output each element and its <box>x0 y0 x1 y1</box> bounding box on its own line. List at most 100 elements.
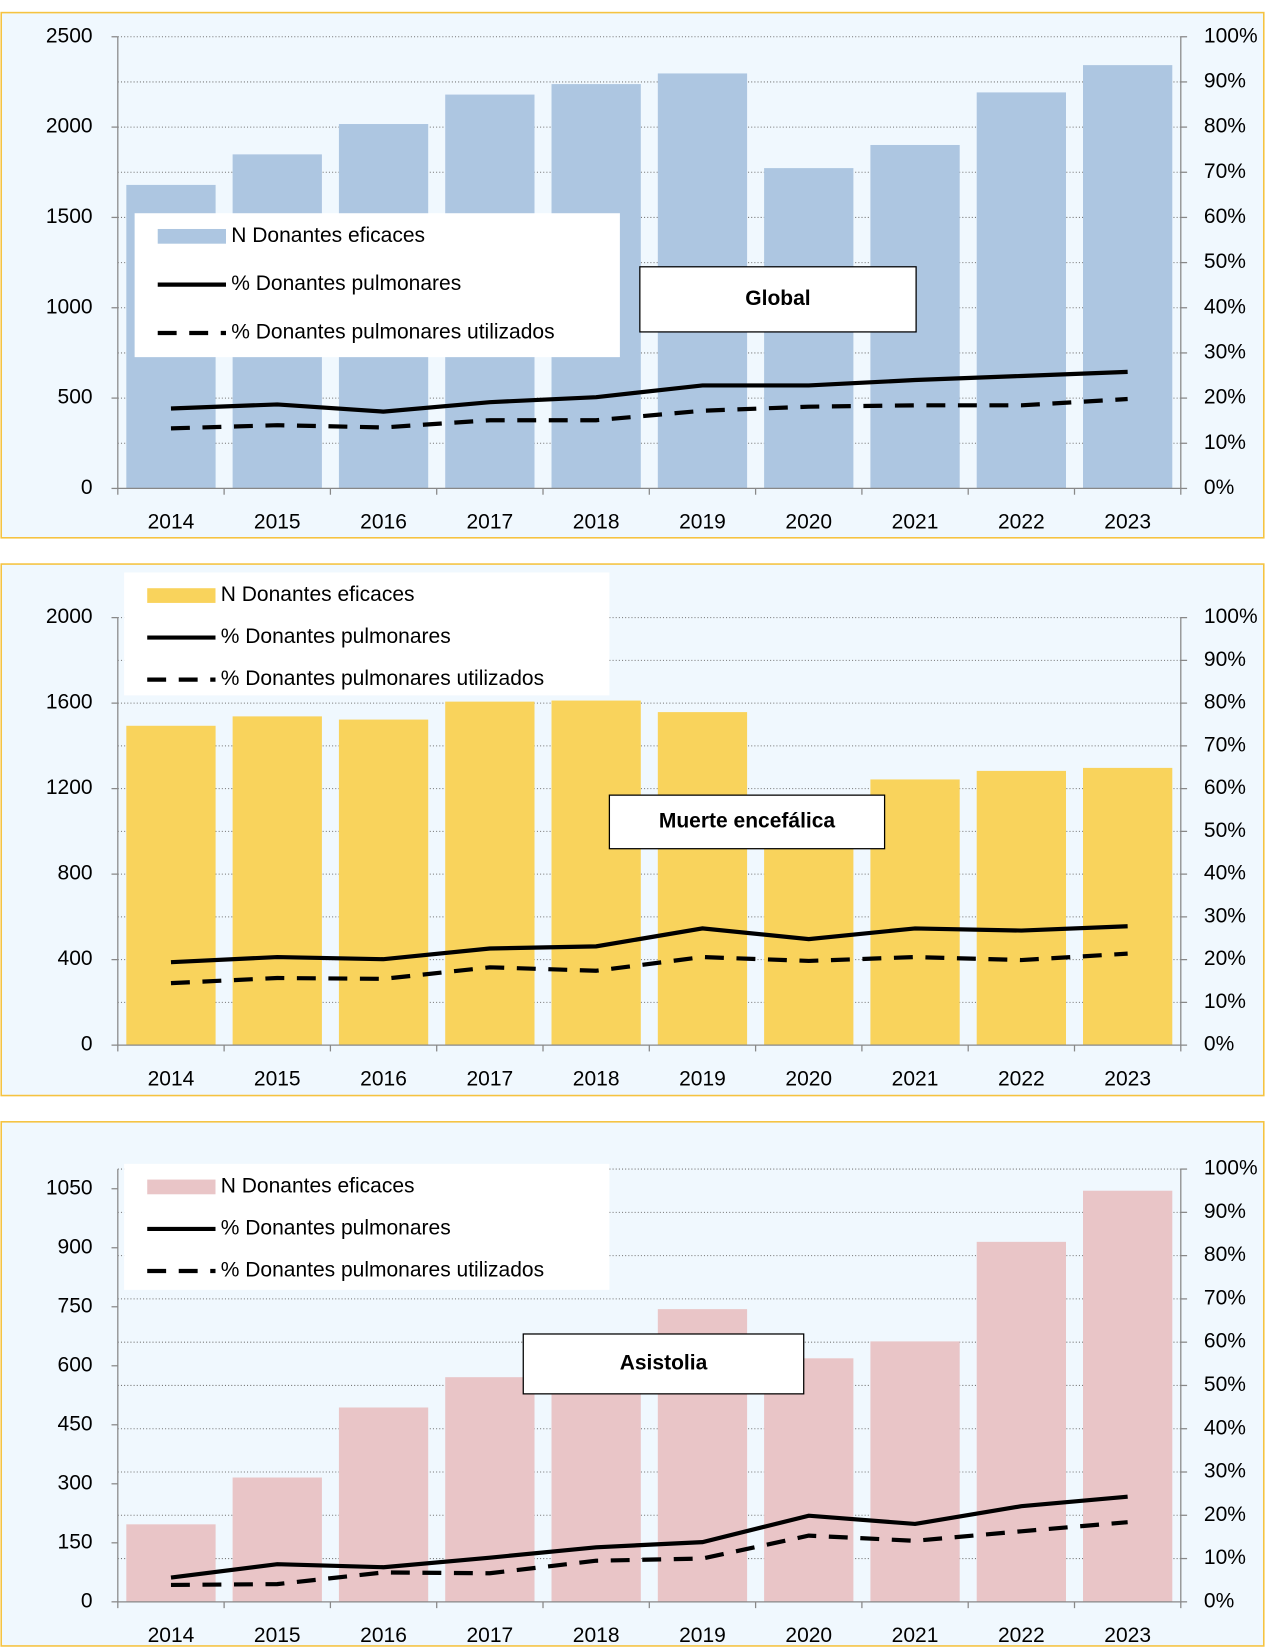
x-tick-label: 2020 <box>785 1067 832 1090</box>
y-tick-label: 500 <box>58 386 93 409</box>
y2-tick-label: 80% <box>1204 691 1246 714</box>
bar <box>338 719 429 1046</box>
y-tick-label: 150 <box>58 1530 93 1553</box>
bar <box>976 770 1066 1046</box>
annotation-box <box>608 794 886 850</box>
y-tick-label: 600 <box>58 1353 93 1376</box>
x-tick-label: 2019 <box>679 511 726 534</box>
y-tick-label: 400 <box>58 947 93 970</box>
x-tick-label: 2014 <box>148 511 195 534</box>
x-tick-label: 2015 <box>254 1624 301 1647</box>
y-tick-label: 1500 <box>46 205 93 228</box>
y2-tick-label: 40% <box>1204 862 1246 885</box>
line-series <box>170 924 1128 965</box>
x-tick-label: 2015 <box>254 511 301 534</box>
x-tick-label: 2017 <box>466 1624 513 1647</box>
y2-tick-label: 60% <box>1204 1330 1246 1353</box>
y-tick-label: 800 <box>58 862 93 885</box>
y2-tick-label: 80% <box>1204 1243 1246 1266</box>
legend-swatch <box>147 1179 216 1195</box>
bar <box>764 1358 854 1602</box>
x-tick-label: 2016 <box>360 1067 407 1090</box>
legend-swatch <box>157 228 227 244</box>
legend-label: % Donantes pulmonares utilizados <box>221 1259 544 1282</box>
y-tick-label: 1000 <box>46 295 93 318</box>
y-tick-label: 2500 <box>46 24 93 47</box>
y2-tick-label: 10% <box>1204 990 1246 1013</box>
x-tick-label: 2014 <box>148 1624 195 1647</box>
x-tick-label: 2014 <box>148 1067 195 1090</box>
legend-label: % Donantes pulmonares <box>221 1216 451 1239</box>
y2-tick-label: 90% <box>1204 648 1246 671</box>
y2-tick-label: 100% <box>1204 1157 1258 1180</box>
y2-tick-label: 100% <box>1204 605 1258 628</box>
y2-tick-label: 20% <box>1204 947 1246 970</box>
bar <box>1083 1190 1173 1602</box>
y-tick-label: 0 <box>81 476 93 499</box>
x-tick-label: 2018 <box>573 511 620 534</box>
legend-label: % Donantes pulmonares utilizados <box>221 667 544 690</box>
legend-label: N Donantes eficaces <box>221 1174 415 1197</box>
x-tick-label: 2018 <box>573 1067 620 1090</box>
y-tick-label: 1050 <box>46 1176 93 1199</box>
y2-tick-label: 90% <box>1204 1200 1246 1223</box>
x-tick-label: 2022 <box>998 511 1045 534</box>
y2-tick-label: 50% <box>1204 1373 1246 1396</box>
y-tick-label: 450 <box>58 1412 93 1435</box>
annotation-box <box>522 1333 805 1395</box>
annotation: Asistolia <box>620 1351 708 1374</box>
x-tick-label: 2023 <box>1104 1624 1151 1647</box>
legend-label: % Donantes pulmonares utilizados <box>231 321 554 344</box>
x-tick-label: 2021 <box>892 1624 939 1647</box>
line-series <box>170 369 1128 414</box>
x-tick-label: 2021 <box>892 511 939 534</box>
y2-tick-label: 30% <box>1204 904 1246 927</box>
bar <box>1083 65 1173 489</box>
x-tick-label: 2016 <box>360 1624 407 1647</box>
bar <box>976 92 1066 489</box>
x-tick-label: 2020 <box>785 1624 832 1647</box>
y-tick-label: 1200 <box>46 776 93 799</box>
legend-label: N Donantes eficaces <box>221 583 415 606</box>
legend-label: N Donantes eficaces <box>231 224 425 247</box>
x-tick-label: 2018 <box>573 1624 620 1647</box>
y-tick-label: 0 <box>81 1589 93 1612</box>
y2-tick-label: 30% <box>1204 340 1246 363</box>
line-series <box>170 396 1128 431</box>
y2-tick-label: 90% <box>1204 69 1246 92</box>
x-tick-label: 2022 <box>998 1067 1045 1090</box>
bar <box>126 725 216 1046</box>
y2-tick-label: 100% <box>1204 24 1258 47</box>
y-tick-label: 1600 <box>46 691 93 714</box>
line-series <box>170 951 1128 986</box>
y2-tick-label: 60% <box>1204 205 1246 228</box>
y2-tick-label: 60% <box>1204 776 1246 799</box>
y2-tick-label: 0% <box>1204 476 1234 499</box>
x-tick-label: 2019 <box>679 1067 726 1090</box>
bar <box>445 701 535 1046</box>
x-tick-label: 2023 <box>1104 1067 1151 1090</box>
annotation: Global <box>745 287 810 310</box>
x-tick-label: 2017 <box>466 511 513 534</box>
y-tick-label: 2000 <box>46 115 93 138</box>
line-series <box>170 1520 1128 1588</box>
y2-tick-label: 70% <box>1204 1286 1246 1309</box>
bar <box>976 1241 1066 1602</box>
bar <box>551 700 641 1046</box>
bar <box>126 1524 216 1602</box>
bar <box>445 1377 535 1602</box>
bar <box>232 716 322 1046</box>
y2-tick-label: 50% <box>1204 819 1246 842</box>
y2-tick-label: 10% <box>1204 431 1246 454</box>
legend-swatch <box>147 588 216 603</box>
x-tick-label: 2019 <box>679 1624 726 1647</box>
y2-tick-label: 0% <box>1204 1589 1234 1612</box>
y2-tick-label: 30% <box>1204 1460 1246 1483</box>
annotation: Muerte encefálica <box>659 809 836 832</box>
x-tick-label: 2022 <box>998 1624 1045 1647</box>
y2-tick-label: 10% <box>1204 1546 1246 1569</box>
legend-label: % Donantes pulmonares <box>221 625 451 648</box>
bar <box>338 1407 429 1602</box>
